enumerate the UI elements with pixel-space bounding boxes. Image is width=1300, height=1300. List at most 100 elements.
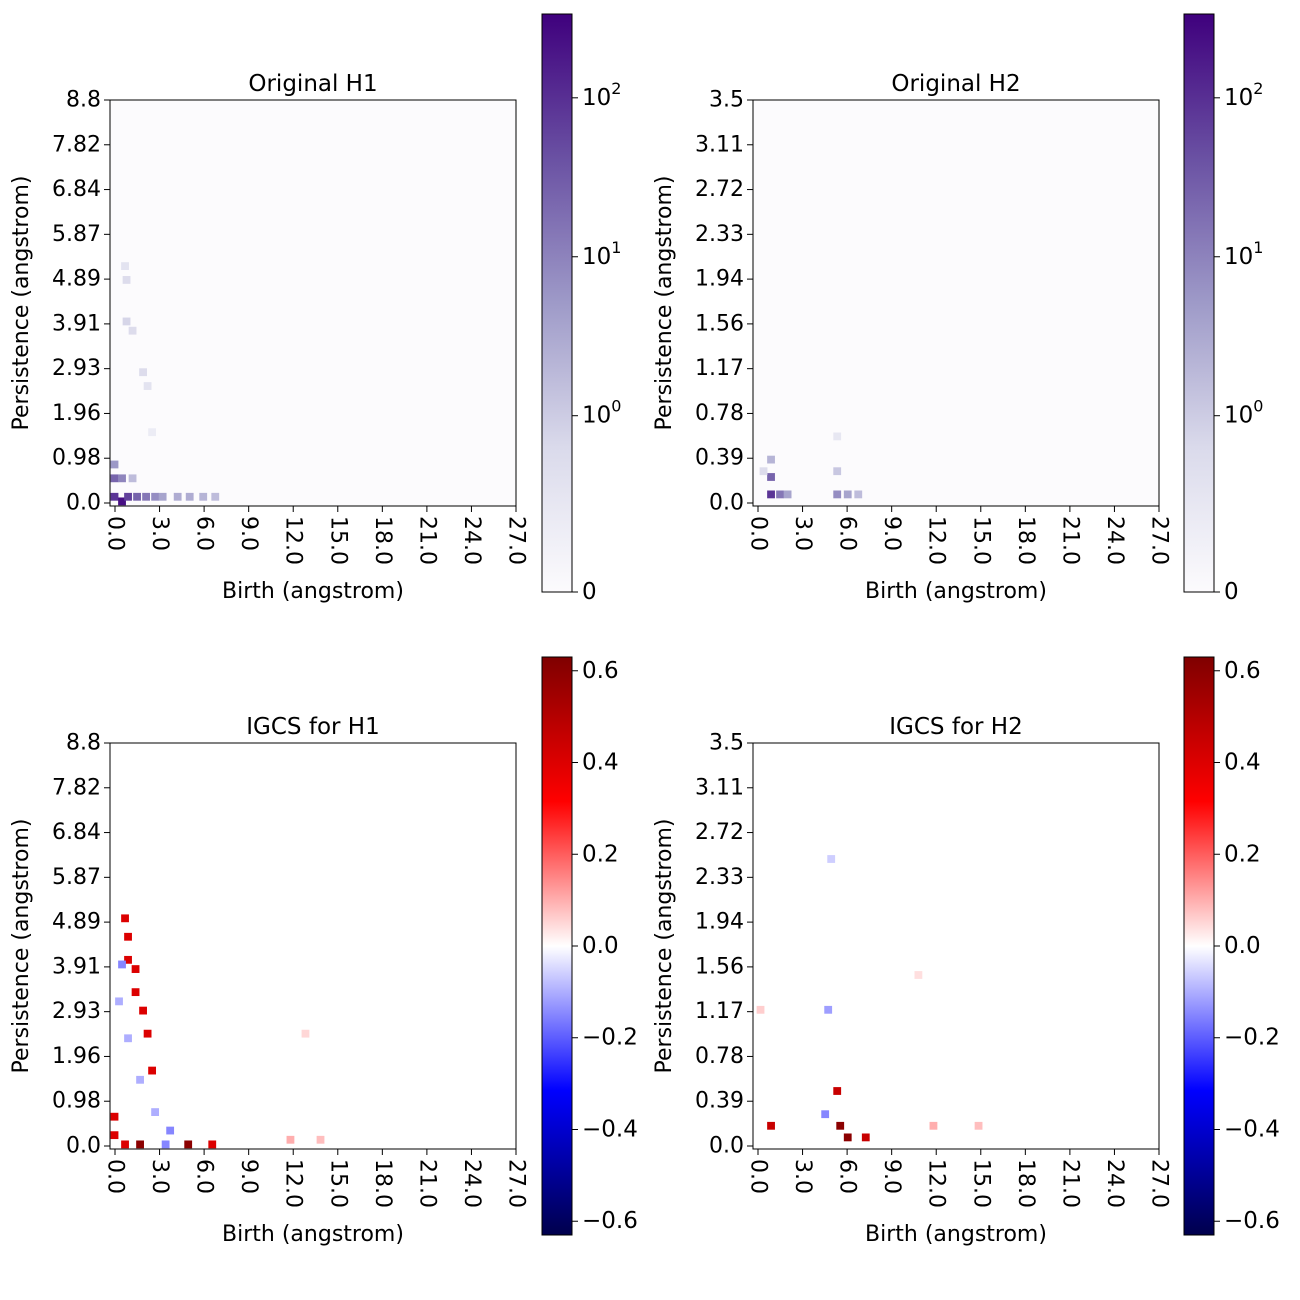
orig-h2-cbtick-label: 101 (1224, 237, 1263, 270)
orig-h1-xtick-label: 6.0 (192, 516, 217, 551)
orig-h2-ytick-label: 0.78 (695, 401, 744, 426)
panels: Original H1 0.0 3.0 6.0 9.0 12.0 15.0 18.0 21.0 2… (9, 13, 1280, 1247)
orig-h2-cbtick-label: 100 (1224, 396, 1263, 429)
igcs-h1-ytick-label: 8.8 (66, 731, 101, 756)
igcs-h1-cbtick-label: −0.4 (582, 1116, 638, 1142)
igcs-h2-xtick-label: 27.0 (1147, 1159, 1172, 1208)
igcs-h1-ytick-label: 0.98 (52, 1089, 101, 1114)
orig-h1-xtick-label: 27.0 (504, 516, 529, 565)
orig-h1-cell (110, 492, 119, 501)
igcs-h1-cell (110, 1112, 119, 1121)
orig-h1-title: Original H1 (248, 71, 377, 97)
igcs-h1-ytick-label: 5.87 (52, 865, 101, 890)
igcs-h1-cell (166, 1126, 175, 1135)
orig-h1-colorbar (541, 13, 573, 593)
orig-h2-cell (833, 467, 842, 476)
orig-h1-cbtick-label: 102 (582, 78, 621, 111)
orig-h1-cell (133, 492, 141, 501)
igcs-h2-ytick-label: 0.78 (695, 1044, 744, 1069)
orig-h2-plot-area (753, 100, 1159, 506)
orig-h2-ytick-label: 1.94 (695, 267, 744, 292)
igcs-h1-cell (208, 1140, 217, 1149)
orig-h1-cell (211, 492, 220, 501)
orig-h1-cell (118, 497, 126, 506)
orig-h1-panel: Original H1 0.0 3.0 6.0 9.0 12.0 15.0 18.0 21.0 2… (9, 13, 621, 605)
igcs-h1-cell (118, 960, 126, 969)
igcs-h1-cell (131, 965, 140, 973)
igcs-h1-cbtick-label: 0.0 (582, 933, 619, 959)
igcs-h2-cell (756, 1005, 765, 1014)
igcs-h1-cbtick-label: 0.6 (582, 658, 619, 684)
igcs-h1-ylabel: Persistence (angstrom) (9, 819, 34, 1074)
orig-h2-ytick-label: 1.56 (695, 311, 744, 336)
orig-h1-cell (128, 326, 137, 335)
orig-h2-colorbar (1183, 13, 1215, 593)
orig-h1-ytick-label: 0.98 (52, 446, 101, 471)
igcs-h2-xtick-label: 18.0 (1013, 1159, 1038, 1208)
orig-h2-cell (783, 490, 792, 499)
igcs-h1-xlabel: Birth (angstrom) (222, 1222, 404, 1247)
orig-h1-xtick-label: 0.0 (103, 516, 128, 551)
orig-h1-cell (185, 492, 194, 501)
orig-h1-cbtick-label: 0 (582, 579, 597, 605)
orig-h2-cell (767, 490, 775, 499)
igcs-h2-ylabel: Persistence (angstrom) (652, 819, 677, 1074)
igcs-h1-cell (124, 1034, 132, 1043)
orig-h2-ytick-label: 0.39 (695, 446, 744, 471)
igcs-h1-cell (110, 1131, 119, 1140)
igcs-h1-ytick-label: 3.91 (52, 954, 101, 979)
orig-h2-xtick-label: 9.0 (879, 516, 904, 551)
orig-h1-ytick-label: 2.93 (52, 356, 101, 381)
orig-h1-cell (110, 460, 119, 469)
orig-h2-cell (767, 473, 775, 481)
orig-h2-xtick-label: 0.0 (746, 516, 771, 551)
orig-h1-cell (121, 262, 129, 270)
igcs-h2-title: IGCS for H2 (889, 714, 1022, 740)
orig-h1-cell (118, 474, 126, 483)
orig-h2-cell (759, 467, 768, 476)
orig-h1-ytick-label: 8.8 (66, 88, 101, 113)
igcs-h2-cell (836, 1121, 845, 1130)
igcs-h1-title: IGCS for H1 (246, 714, 379, 740)
orig-h2-xtick-label: 6.0 (835, 516, 860, 551)
orig-h1-cell (173, 492, 182, 501)
orig-h2-ylabel: Persistence (angstrom) (652, 176, 677, 431)
igcs-h1-cell (136, 1140, 144, 1149)
igcs-h2-xtick-label: 6.0 (835, 1159, 860, 1194)
orig-h2-xtick-label: 21.0 (1057, 516, 1082, 565)
igcs-h1-cell (143, 1029, 152, 1038)
orig-h1-cell (122, 276, 131, 284)
igcs-h2-plot-area (753, 743, 1159, 1149)
orig-h2-xtick-label: 3.0 (790, 516, 815, 551)
orig-h1-cbtick-label: 100 (582, 396, 621, 429)
igcs-h2-frame (752, 742, 1160, 1150)
igcs-h1-xtick-label: 24.0 (459, 1159, 484, 1208)
orig-h1-ytick-label: 3.91 (52, 311, 101, 336)
igcs-h1-ytick-label: 2.93 (52, 999, 101, 1024)
igcs-h2-cell (929, 1121, 938, 1130)
igcs-h1-xtick-label: 0.0 (103, 1159, 128, 1194)
igcs-h1-colorbar (541, 656, 573, 1236)
igcs-h1-xtick-label: 9.0 (236, 1159, 261, 1194)
igcs-h2-cell (974, 1121, 983, 1130)
igcs-h1-cbtick-label: 0.2 (582, 841, 619, 867)
orig-h2-cell (776, 490, 784, 499)
orig-h2-cell (854, 490, 863, 499)
igcs-h1-panel: IGCS for H1 0.0 3.0 6.0 9.0 12.0 15.0 18.0 21.0 2… (9, 656, 638, 1247)
igcs-h1-cell (301, 1029, 310, 1038)
igcs-h1-ytick-label: 7.82 (52, 775, 101, 800)
igcs-h1-xtick-label: 3.0 (147, 1159, 172, 1194)
orig-h2-ytick-label: 1.17 (695, 356, 744, 381)
orig-h1-cell (122, 317, 131, 326)
orig-h1-cell (139, 368, 147, 377)
igcs-h2-ytick-label: 2.33 (695, 865, 744, 890)
orig-h1-cell (148, 428, 157, 437)
igcs-h2-ytick-label: 3.11 (695, 775, 744, 800)
orig-h2-cell (843, 490, 852, 499)
orig-h1-ytick-label: 7.82 (52, 132, 101, 157)
igcs-h1-cell (184, 1140, 193, 1149)
igcs-h2-xtick-label: 12.0 (924, 1159, 949, 1208)
igcs-h2-cbtick-label: −0.6 (1224, 1208, 1280, 1234)
orig-h2-cell (833, 490, 842, 499)
